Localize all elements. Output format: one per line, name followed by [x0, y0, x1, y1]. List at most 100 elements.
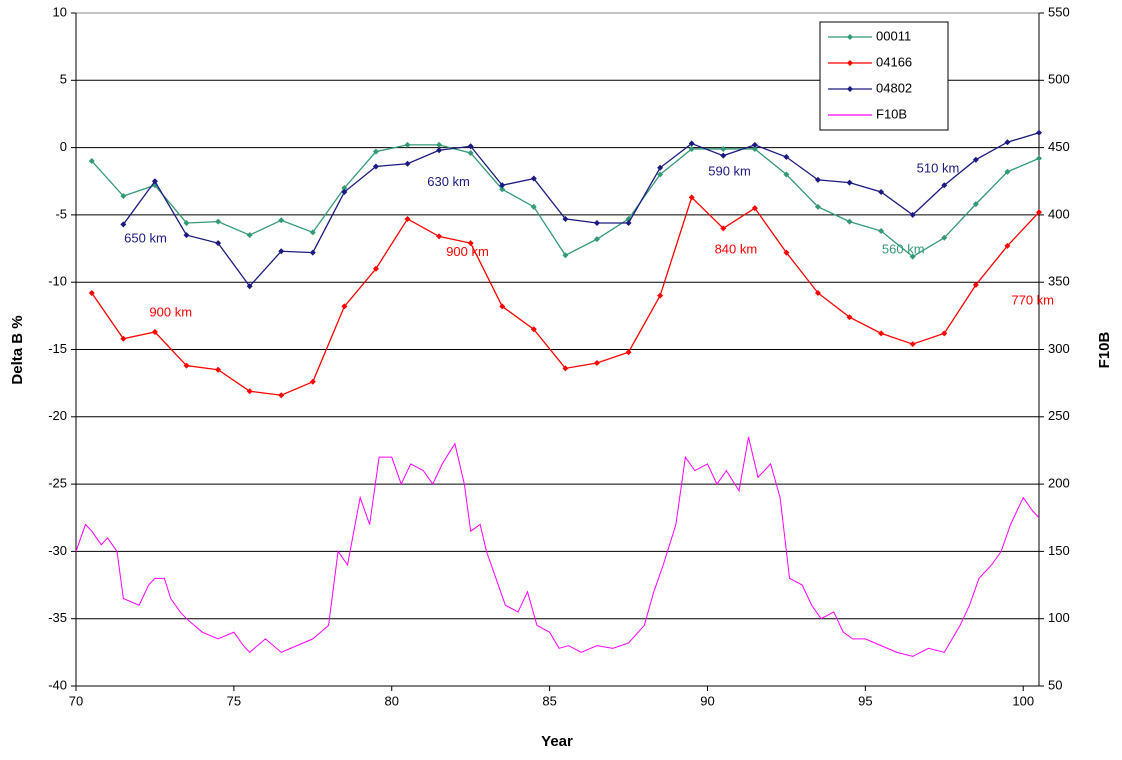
- x-tick-label: 80: [385, 693, 399, 708]
- data-point: [783, 154, 790, 161]
- data-point: [246, 232, 253, 239]
- y2-tick-label: 400: [1048, 206, 1070, 221]
- data-point: [972, 201, 979, 208]
- data-point: [972, 281, 979, 288]
- y-tick-label: -35: [48, 610, 67, 625]
- data-point: [1004, 168, 1011, 175]
- y2-tick-label: 350: [1048, 274, 1070, 289]
- data-point: [183, 362, 190, 369]
- data-point: [657, 164, 664, 171]
- data-point: [878, 189, 885, 196]
- x-tick-label: 85: [542, 693, 556, 708]
- y2-tick-label: 450: [1048, 139, 1070, 154]
- data-point: [688, 140, 695, 147]
- data-point: [404, 215, 411, 222]
- y-tick-label: 5: [60, 72, 67, 87]
- data-point: [878, 330, 885, 337]
- data-point: [436, 147, 443, 154]
- data-point: [436, 141, 443, 148]
- y-axis-title: Delta B %: [9, 315, 26, 384]
- data-point: [814, 176, 821, 183]
- legend-box: [819, 21, 949, 131]
- data-point: [341, 184, 348, 191]
- data-point: [814, 203, 821, 210]
- data-point: [278, 392, 285, 399]
- legend-label: 00011: [876, 28, 911, 43]
- y-tick-label: 10: [53, 4, 67, 19]
- data-point: [372, 148, 379, 155]
- y2-tick-label: 550: [1048, 4, 1070, 19]
- data-point: [846, 314, 853, 321]
- data-point: [593, 359, 600, 366]
- data-point: [941, 182, 948, 189]
- data-point: [1036, 209, 1042, 216]
- data-point: [562, 215, 569, 222]
- data-point: [467, 149, 474, 156]
- y-tick-label: -5: [55, 206, 67, 221]
- annotation: 560 km: [882, 241, 925, 256]
- y-tick-label: -10: [48, 274, 67, 289]
- annotation: 650 km: [124, 231, 167, 246]
- y2-tick-label: 500: [1048, 72, 1070, 87]
- data-point: [246, 388, 253, 395]
- y2-axis-title: F10B: [1096, 331, 1113, 368]
- data-point: [846, 179, 853, 186]
- data-point: [688, 194, 695, 201]
- data-point: [151, 329, 158, 336]
- data-point: [562, 252, 569, 259]
- data-point: [1004, 139, 1011, 146]
- data-point: [909, 211, 916, 218]
- y2-tick-label: 250: [1048, 408, 1070, 423]
- data-point: [278, 217, 285, 224]
- data-point: [183, 232, 190, 239]
- annotation: 900 km: [149, 305, 192, 320]
- data-point: [562, 365, 569, 372]
- data-point: [878, 228, 885, 235]
- data-point: [657, 292, 664, 299]
- annotation: 630 km: [427, 174, 470, 189]
- data-point: [688, 145, 695, 152]
- data-point: [751, 145, 758, 152]
- data-point: [151, 178, 158, 185]
- data-point: [309, 249, 316, 256]
- data-point: [467, 240, 474, 247]
- series-line: [122, 132, 1040, 288]
- x-tick-label: 100: [1012, 693, 1034, 708]
- data-point: [404, 141, 411, 148]
- data-point: [278, 248, 285, 255]
- data-point: [372, 265, 379, 272]
- data-point: [530, 326, 537, 333]
- y-tick-label: -15: [48, 341, 67, 356]
- data-point: [909, 341, 916, 348]
- data-point: [120, 335, 127, 342]
- legend-label: F10B: [876, 106, 907, 121]
- y2-tick-label: 150: [1048, 543, 1070, 558]
- data-point: [404, 160, 411, 167]
- annotation: 840 km: [715, 241, 758, 256]
- data-point: [467, 143, 474, 150]
- data-point: [88, 158, 95, 165]
- data-point: [941, 234, 948, 241]
- annotation: 770 km: [1011, 292, 1054, 307]
- data-point: [499, 182, 506, 189]
- data-point: [941, 330, 948, 337]
- x-tick-label: 75: [227, 693, 241, 708]
- legend-label: 04802: [876, 80, 912, 95]
- data-point: [372, 163, 379, 170]
- data-point: [972, 156, 979, 163]
- legend-marker: [847, 86, 853, 92]
- data-point: [436, 233, 443, 240]
- data-point: [530, 175, 537, 182]
- data-point: [783, 249, 790, 256]
- y2-tick-label: 100: [1048, 610, 1070, 625]
- legend-label: 04166: [876, 54, 912, 69]
- y-tick-label: 0: [60, 139, 67, 154]
- data-point: [625, 219, 632, 226]
- data-point: [1004, 242, 1011, 249]
- data-point: [751, 141, 758, 148]
- y2-tick-label: 300: [1048, 341, 1070, 356]
- series-line: [91, 144, 1040, 258]
- y-tick-label: -25: [48, 476, 67, 491]
- data-point: [341, 303, 348, 310]
